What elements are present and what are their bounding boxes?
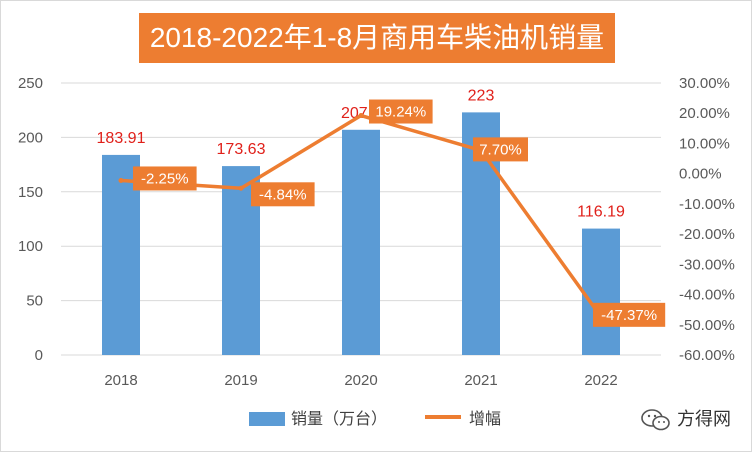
y-left-tick-label: 200 — [18, 129, 43, 146]
y-right-tick-label: -60.00% — [679, 347, 735, 364]
growth-data-label: -4.84% — [259, 186, 307, 203]
growth-label-box — [593, 302, 666, 327]
legend-swatch-bar — [249, 412, 285, 426]
legend-swatch-line — [425, 415, 461, 419]
y-right-tick-label: -50.00% — [679, 317, 735, 334]
y-right-tick-label: -40.00% — [679, 287, 735, 304]
bar-data-label: 223 — [468, 87, 495, 104]
y-right-tick-label: 0.00% — [679, 166, 722, 183]
y-left-tick-label: 250 — [18, 75, 43, 92]
growth-point — [238, 185, 244, 191]
y-right-tick-label: -10.00% — [679, 196, 735, 213]
growth-label-box — [133, 166, 197, 191]
bar-data-label: 116.19 — [577, 204, 625, 221]
growth-label-box — [369, 99, 433, 124]
legend-label-sales: 销量（万台） — [291, 411, 388, 428]
wechat-icon — [641, 409, 670, 431]
chart-title: 2018-2022年1-8月商用车柴油机销量 — [139, 13, 615, 63]
x-tick-label: 2022 — [584, 372, 617, 389]
legend-label-growth: 增幅 — [469, 411, 502, 428]
y-right-tick-label: 10.00% — [679, 135, 730, 152]
growth-data-label: -47.37% — [601, 307, 657, 324]
bar — [342, 129, 380, 355]
x-tick-label: 2018 — [104, 372, 137, 389]
y-left-tick-label: 0 — [35, 347, 43, 364]
growth-data-label: -2.25% — [141, 170, 189, 187]
x-tick-label: 2020 — [344, 372, 377, 389]
growth-label-box — [251, 182, 315, 207]
y-right-tick-label: -30.00% — [679, 256, 735, 273]
watermark: 方得网 — [641, 405, 731, 431]
bar-data-label: 183.91 — [97, 130, 146, 147]
growth-label-box — [473, 137, 528, 162]
y-left-tick-label: 150 — [18, 184, 43, 201]
growth-point — [358, 113, 364, 119]
y-right-tick-label: 20.00% — [679, 105, 730, 122]
y-right-tick-label: -20.00% — [679, 226, 735, 243]
y-right-tick-label: 30.00% — [679, 75, 730, 92]
y-left-tick-label: 100 — [18, 238, 43, 255]
watermark-text: 方得网 — [677, 409, 731, 429]
x-tick-label: 2021 — [464, 372, 497, 389]
legend-item-sales: 销量（万台） — [249, 405, 387, 429]
growth-data-label: 19.24% — [375, 104, 426, 121]
growth-point — [118, 177, 124, 183]
bar — [582, 228, 620, 355]
growth-data-label: 7.70% — [479, 141, 522, 158]
x-tick-label: 2019 — [224, 372, 257, 389]
legend-item-growth: 增幅 — [425, 405, 501, 429]
y-left-tick-label: 50 — [26, 293, 43, 310]
bar-data-label: 173.63 — [217, 141, 266, 158]
